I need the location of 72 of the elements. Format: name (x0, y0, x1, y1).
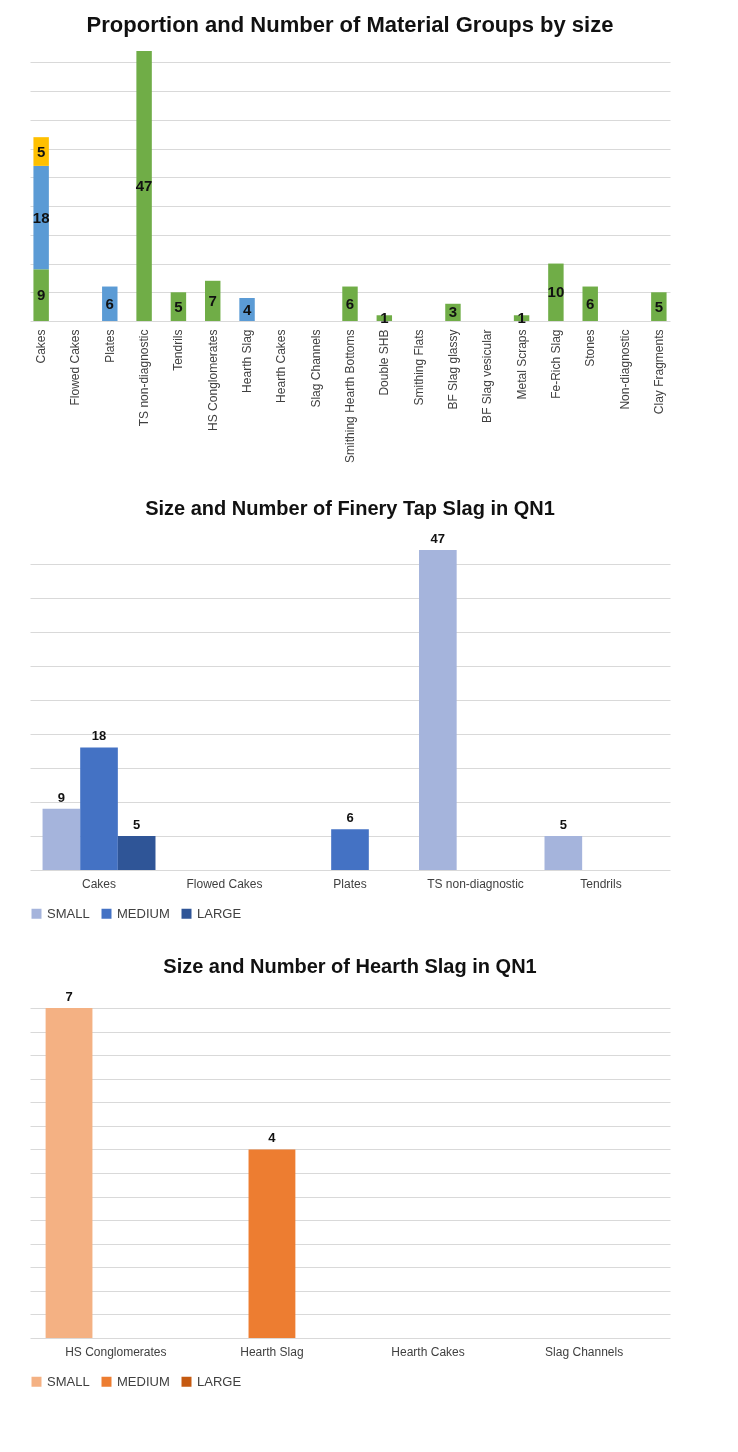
bar (419, 550, 457, 870)
bar (544, 835, 583, 870)
x-tick-label: Hearth Cakes (391, 1344, 465, 1359)
bar (548, 263, 564, 321)
legend-label: SMALL (47, 905, 90, 921)
data-label: 5 (133, 816, 141, 832)
bar (80, 747, 118, 870)
x-tick-label: HS Conglomerates (205, 329, 220, 431)
data-label: 3 (448, 303, 458, 321)
x-tick-label: Double SHB (377, 329, 392, 396)
bar (651, 292, 667, 321)
x-tick-label: TS non-diagnostic (137, 329, 152, 427)
data-label: 5 (654, 297, 664, 315)
data-label: 5 (559, 816, 567, 832)
data-label: 7 (208, 291, 217, 309)
x-tick-label: Cakes (82, 876, 117, 891)
bar (205, 280, 221, 321)
data-label: 4 (242, 300, 252, 318)
x-tick-label: Flowed Cakes (68, 329, 83, 406)
x-tick-label: BF Slag glassy (445, 329, 460, 410)
data-label: 9 (36, 286, 46, 304)
bar (102, 286, 118, 321)
data-label: 5 (174, 297, 183, 315)
x-tick-label: BF Slag vesicular (480, 329, 495, 423)
x-tick-label: Hearth Cakes (274, 329, 289, 403)
legend-label: LARGE (197, 1373, 242, 1389)
x-tick-label: Cakes (34, 329, 49, 364)
data-label: 47 (135, 177, 153, 194)
data-label: 4 (268, 1130, 277, 1146)
data-label: 6 (346, 810, 354, 826)
x-tick-label: Flowed Cakes (186, 876, 263, 891)
x-tick-label: Smithing Hearth Bottoms (343, 329, 357, 463)
x-tick-label: Plates (333, 876, 367, 891)
x-tick-label: Smithing Flats (411, 329, 426, 406)
chart-title: Proportion and Number of Material Groups by size (86, 12, 614, 37)
data-label: 9 (57, 789, 65, 805)
data-label: 5 (36, 142, 46, 160)
bar (33, 165, 49, 270)
data-label: 18 (91, 728, 107, 744)
x-tick-label: Tendrils (580, 876, 622, 891)
bar (42, 808, 81, 870)
chart-title: Size and Number of Hearth Slag in QN1 (163, 955, 537, 977)
bar (117, 835, 156, 870)
data-label: 10 (547, 283, 565, 301)
legend-label: MEDIUM (117, 1373, 170, 1389)
legend-label: LARGE (197, 905, 242, 921)
bar (33, 269, 49, 321)
bar (33, 137, 49, 166)
x-tick-label: Tendrils (171, 329, 186, 371)
data-label: 6 (105, 294, 114, 312)
bar (136, 51, 152, 321)
data-label: 7 (65, 989, 73, 1004)
legend-label: MEDIUM (117, 905, 170, 921)
data-label: 6 (586, 294, 595, 312)
x-tick-label: Slag Channels (545, 1344, 624, 1359)
x-tick-label: Hearth Slag (240, 329, 255, 393)
data-label: 18 (32, 208, 50, 226)
x-tick-label: Fe-Rich Slag (548, 329, 563, 399)
x-tick-label: Slag Channels (308, 329, 323, 408)
x-tick-label: Clay Fragments (651, 329, 666, 415)
chart-title: Size and Number of Finery Tap Slag in QN1 (145, 497, 555, 519)
x-tick-label: Metal Scraps (514, 329, 529, 400)
legend-label: SMALL (47, 1373, 90, 1389)
x-tick-label: Plates (102, 329, 117, 363)
x-tick-label: TS non-diagnostic (427, 876, 524, 891)
x-tick-label: HS Conglomerates (65, 1344, 167, 1359)
data-label: 6 (345, 294, 355, 312)
x-tick-label: Hearth Slag (240, 1344, 304, 1359)
x-tick-label: Non-diagnostic (617, 329, 632, 410)
data-label: 47 (430, 531, 446, 546)
x-tick-label: Stones (583, 329, 598, 367)
bar (331, 829, 369, 870)
